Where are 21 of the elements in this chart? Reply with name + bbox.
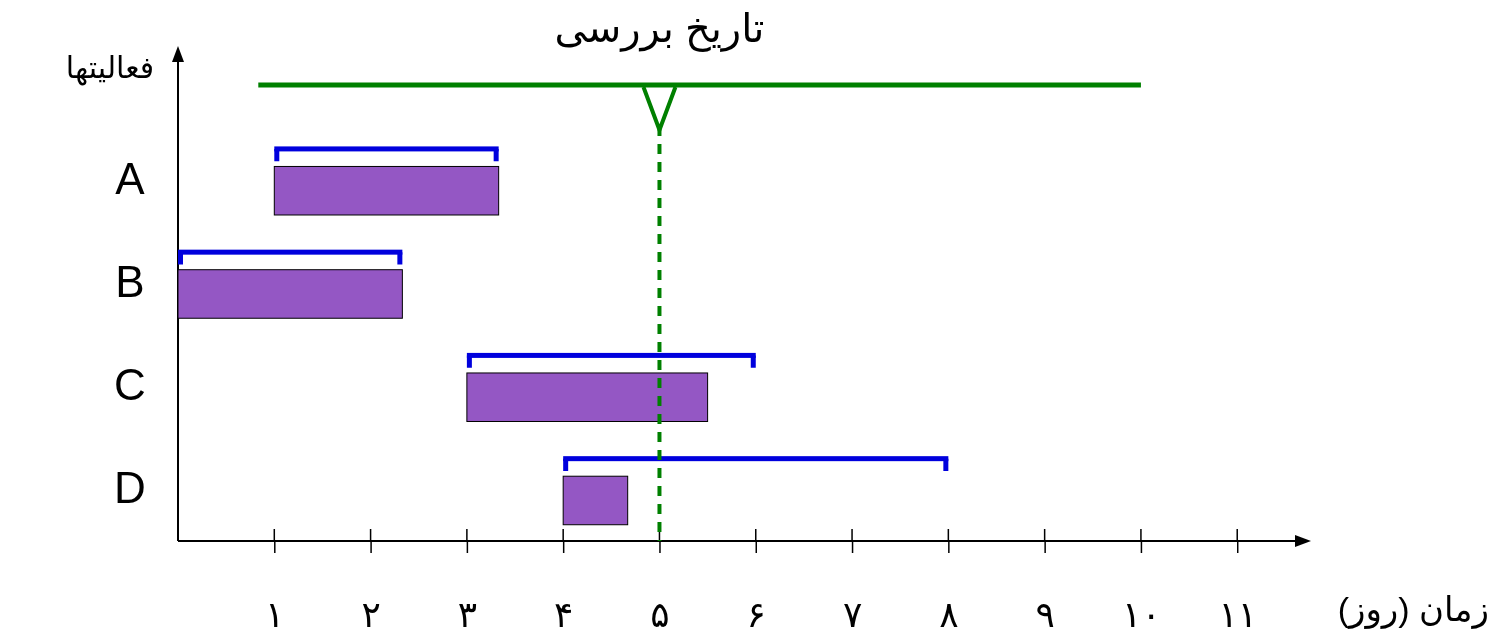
x-tick-label: ۱: [265, 593, 285, 635]
y-tick-label: D: [114, 463, 146, 513]
x-tick-label: ۶: [746, 593, 766, 635]
bar: [273, 165, 500, 216]
x-tick-label: ۳: [457, 593, 478, 635]
bar: [466, 372, 709, 422]
x-tick-label: ۷: [842, 593, 863, 635]
x-tick-label: ۵: [650, 593, 670, 635]
bar: [562, 475, 629, 526]
x-tick-label: ۱۰: [1122, 593, 1161, 635]
x-tick-label: ۴: [554, 593, 574, 635]
x-axis-title: زمان (روز): [1337, 590, 1489, 630]
ref-line-label: تاریخ بررسی: [554, 6, 765, 52]
x-tick-label: ۸: [939, 593, 959, 635]
x-tick-label: ۱۱: [1218, 593, 1258, 635]
y-tick-label: C: [114, 360, 146, 410]
x-tick-label: ۲: [361, 593, 381, 635]
y-axis-title: فعالیتها: [65, 51, 154, 86]
y-tick-label: A: [115, 153, 146, 203]
x-tick-label: ۹: [1035, 593, 1055, 635]
y-tick-label: B: [115, 256, 145, 306]
